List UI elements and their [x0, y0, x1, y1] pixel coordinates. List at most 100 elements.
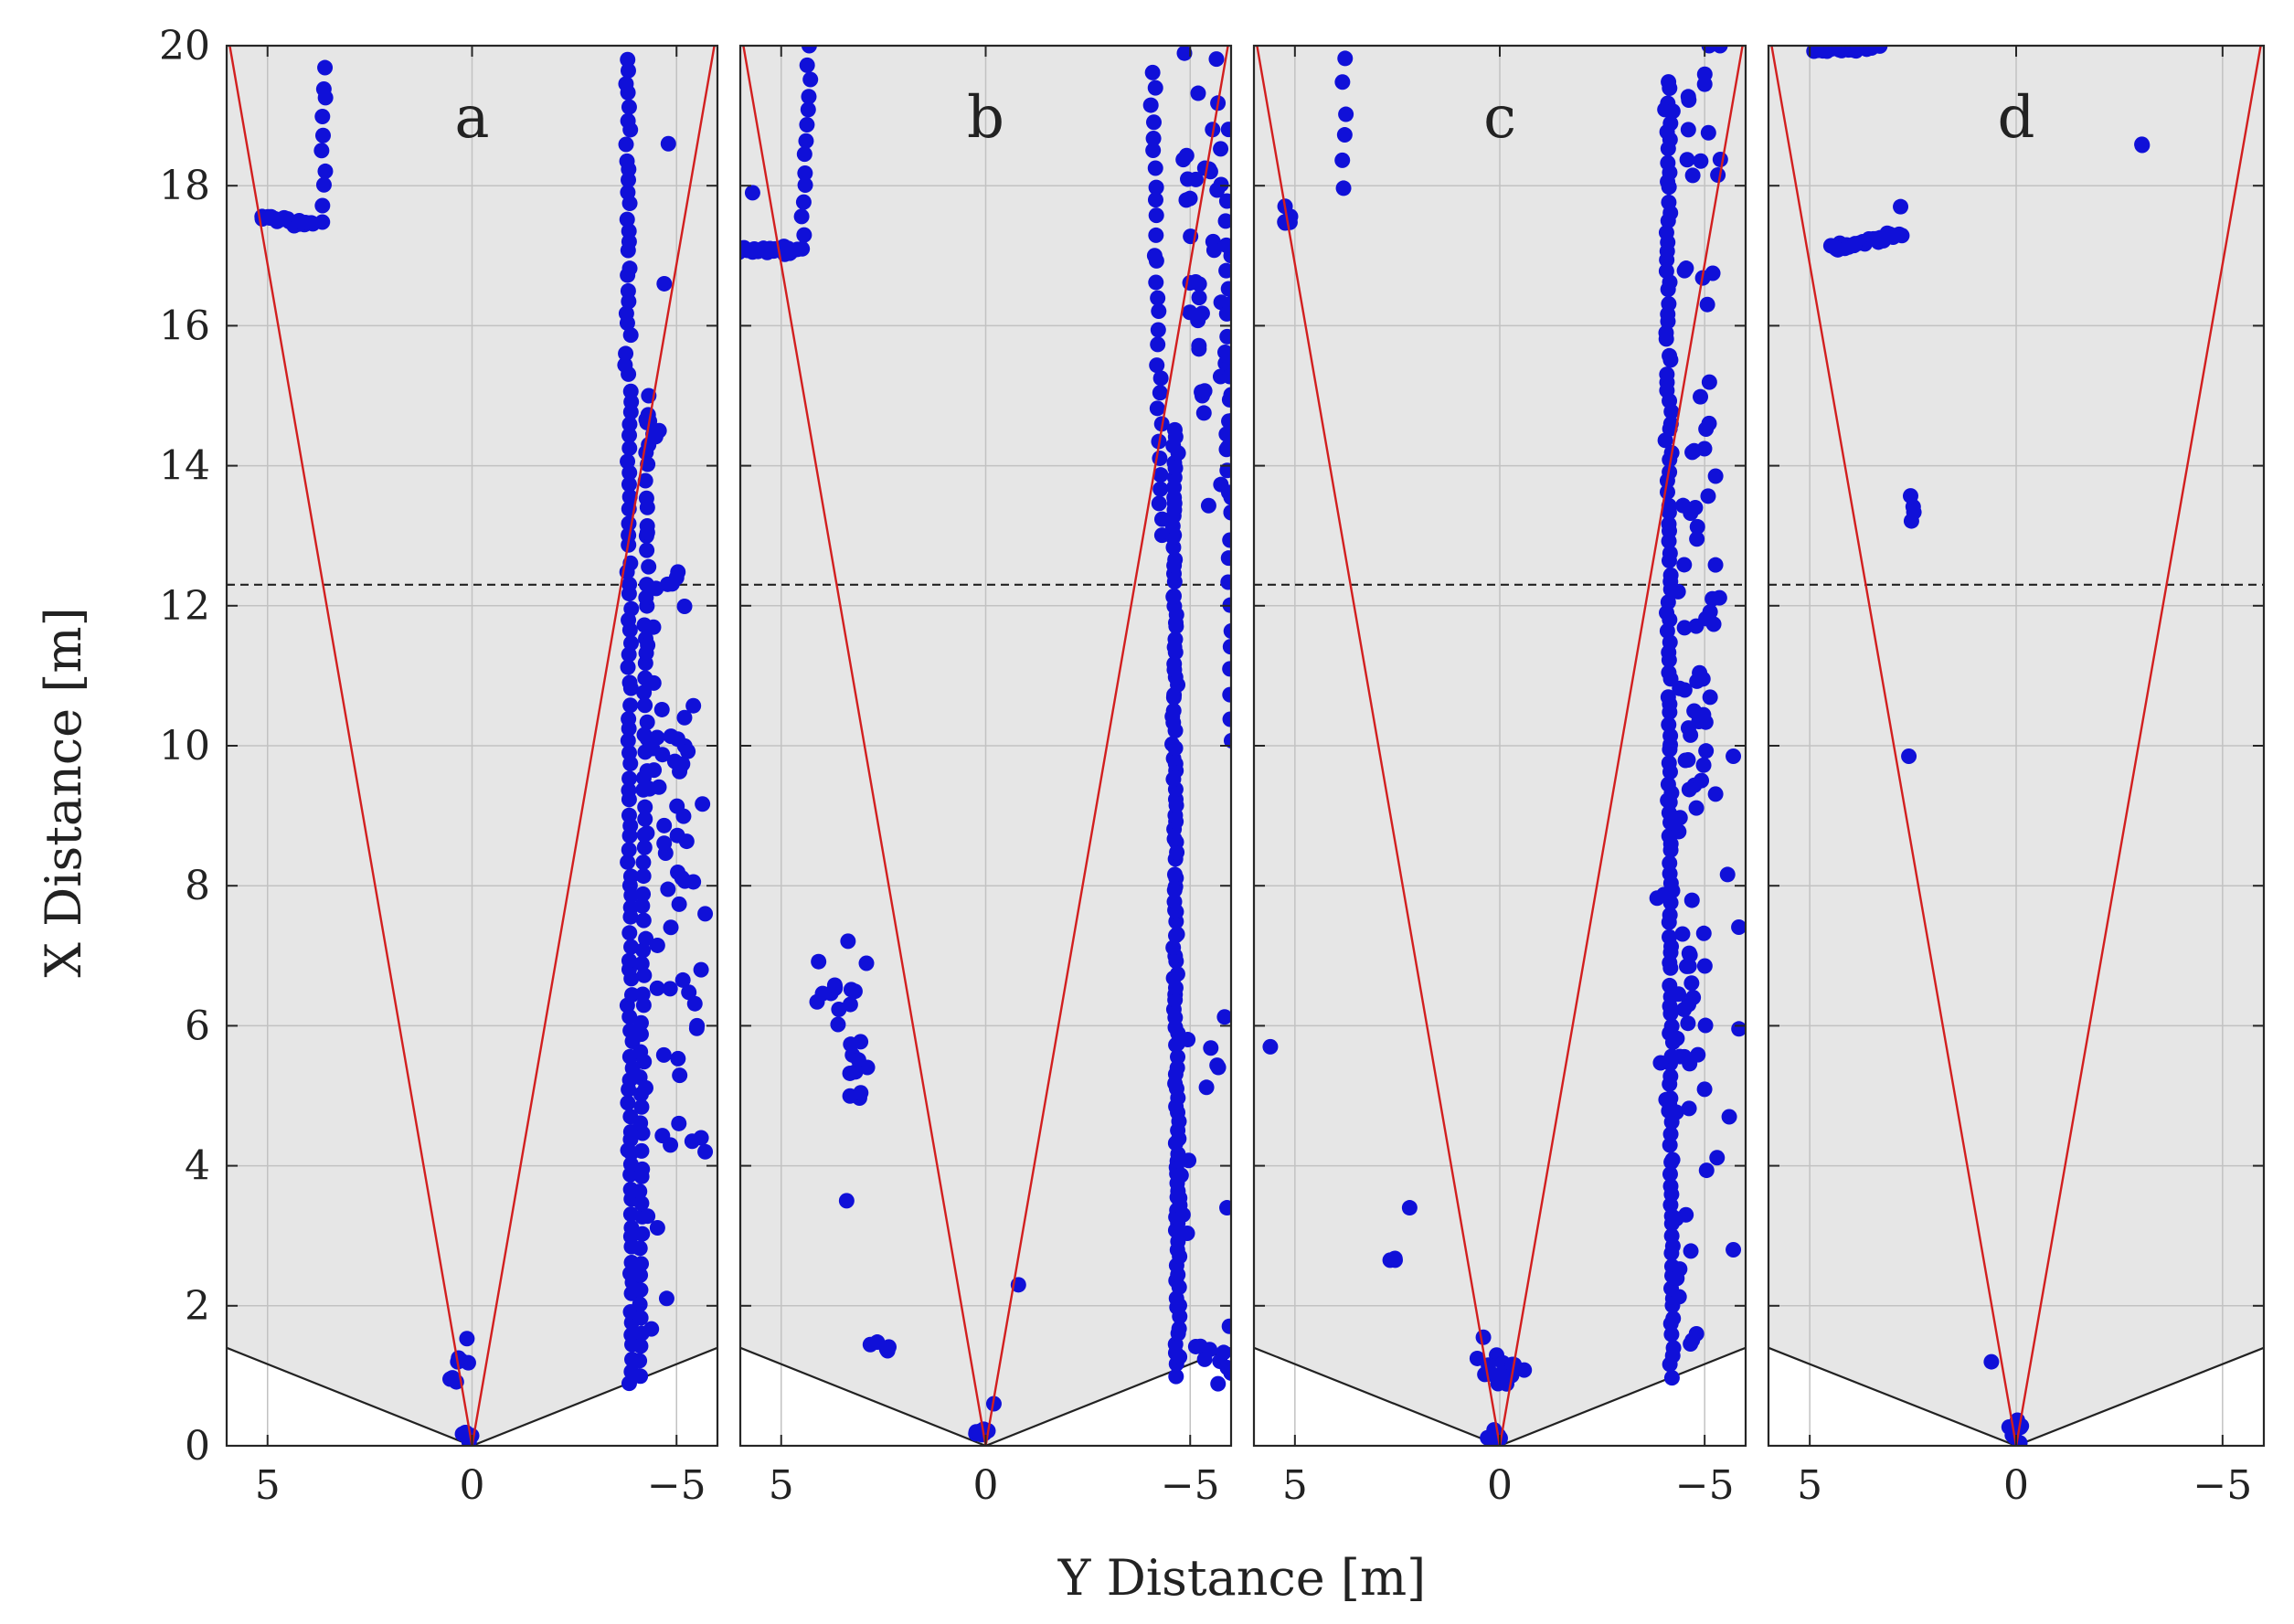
data-point: [623, 939, 640, 955]
data-point: [1223, 504, 1231, 521]
data-point: [1169, 966, 1185, 982]
data-point: [314, 127, 331, 143]
data-point: [669, 827, 685, 844]
data-point: [632, 1282, 649, 1299]
data-point: [621, 674, 638, 691]
data-point: [1671, 986, 1687, 1003]
data-point: [1148, 207, 1164, 224]
data-point: [1223, 623, 1231, 640]
data-point: [685, 874, 702, 890]
data-point: [2134, 136, 2151, 153]
data-point: [1681, 781, 1697, 798]
data-point: [621, 577, 638, 593]
data-point: [1198, 1079, 1215, 1096]
data-point: [674, 971, 691, 988]
data-point: [632, 1115, 649, 1131]
y-tick-label: 12: [159, 583, 210, 630]
data-point: [1660, 594, 1676, 610]
data-point: [1196, 1351, 1213, 1367]
data-point: [1480, 1429, 1496, 1446]
data-point: [1670, 583, 1686, 600]
data-point: [1144, 64, 1161, 80]
panel-d: 5 0 −5 d: [1767, 44, 2266, 1509]
data-point: [632, 1353, 648, 1369]
y-tick-label: 4: [185, 1143, 210, 1190]
data-point: [1210, 1375, 1227, 1392]
data-point: [1676, 262, 1693, 279]
y-tick-label: 0: [185, 1423, 210, 1470]
data-point: [641, 558, 657, 575]
data-point: [1153, 527, 1170, 544]
data-point: [1662, 347, 1678, 364]
data-point: [637, 697, 653, 714]
x-tick-label: −5: [1675, 1462, 1735, 1509]
data-point: [676, 709, 693, 726]
fov-line-left: [742, 46, 987, 1446]
data-point: [621, 770, 638, 787]
data-point: [1662, 1166, 1678, 1183]
data-point: [1152, 467, 1169, 483]
data-point: [623, 635, 640, 652]
panel-label: a: [454, 84, 489, 152]
data-point: [1335, 180, 1352, 196]
y-tick-label: 20: [159, 23, 210, 69]
data-point: [1504, 1356, 1521, 1373]
data-point: [1696, 66, 1713, 82]
data-point: [671, 1115, 687, 1131]
data-point: [1170, 1048, 1186, 1065]
ticks: [1254, 45, 1746, 1447]
data-point: [1681, 1100, 1697, 1117]
data-point: [1661, 497, 1677, 514]
data-point: [1901, 748, 1917, 764]
data-point: [637, 472, 653, 489]
data-point: [800, 101, 816, 118]
panel-label: d: [1998, 84, 2035, 152]
data-point: [656, 817, 673, 833]
data-point: [697, 906, 714, 922]
data-point: [675, 808, 692, 824]
data-point: [796, 146, 812, 163]
data-point: [1674, 926, 1691, 942]
data-point: [634, 986, 651, 1003]
data-point: [1148, 274, 1164, 291]
y-axis: 0 2 4 6 8 10 12 14 16 18 20: [159, 23, 210, 1470]
data-point: [858, 955, 875, 971]
data-point: [638, 930, 654, 947]
data-point: [660, 881, 676, 897]
data-point: [621, 745, 638, 761]
data-point: [621, 99, 637, 115]
data-point: [1180, 1032, 1196, 1048]
x-tick-label: 5: [1282, 1462, 1308, 1509]
data-point: [1675, 497, 1692, 514]
data-point: [1693, 153, 1709, 169]
data-point: [620, 1095, 636, 1111]
data-point: [843, 982, 859, 998]
data-point: [633, 1256, 650, 1272]
data-point: [1147, 160, 1163, 176]
data-point: [1205, 242, 1222, 259]
data-point: [1702, 604, 1718, 621]
data-point: [1712, 151, 1728, 167]
data-point: [1694, 772, 1710, 789]
data-point: [632, 1267, 649, 1283]
data-point: [668, 569, 685, 586]
data-point: [1662, 1178, 1679, 1194]
data-point: [646, 762, 663, 779]
data-point: [1707, 557, 1724, 573]
data-point: [1661, 755, 1677, 771]
data-point: [1213, 176, 1229, 193]
data-point: [1218, 426, 1231, 442]
data-point: [1281, 214, 1298, 230]
data-point: [632, 1184, 648, 1200]
data-point: [1662, 545, 1678, 561]
data-point: [1696, 958, 1713, 974]
data-point: [1469, 1350, 1485, 1366]
data-point: [1676, 620, 1693, 636]
data-point: [643, 1321, 660, 1337]
data-point: [1222, 686, 1231, 703]
data-point: [1171, 1321, 1187, 1337]
data-point: [618, 136, 634, 153]
data-point: [622, 555, 639, 571]
data-point: [636, 685, 653, 701]
data-point: [637, 811, 653, 827]
